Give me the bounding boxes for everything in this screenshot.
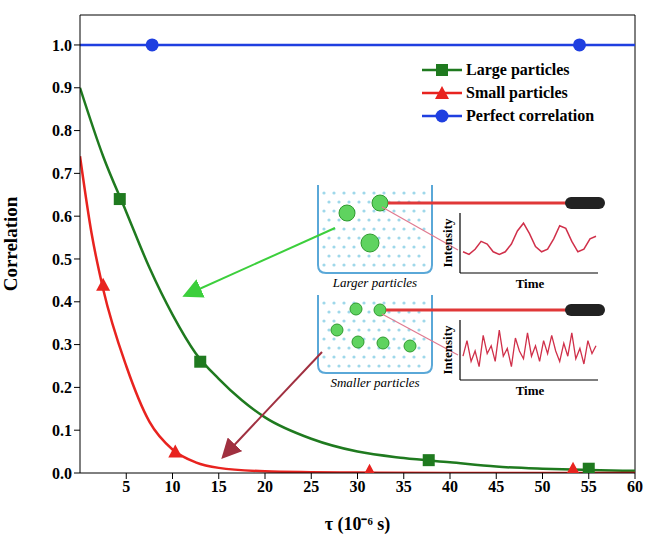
svg-text:55: 55 — [581, 478, 597, 495]
svg-text:Time: Time — [516, 276, 545, 291]
svg-text:0.2: 0.2 — [52, 379, 72, 396]
html-text:Perfect correlation: Perfect correlation — [466, 106, 595, 124]
svg-text:Time: Time — [516, 383, 545, 398]
svg-text:0.1: 0.1 — [52, 422, 72, 439]
svg-text:5: 5 — [122, 478, 130, 495]
svg-text:0.8: 0.8 — [52, 122, 72, 139]
svg-text:35: 35 — [396, 478, 412, 495]
svg-text:45: 45 — [488, 478, 504, 495]
svg-text:40: 40 — [442, 478, 458, 495]
svg-text:0.9: 0.9 — [52, 79, 72, 96]
svg-text:25: 25 — [303, 478, 319, 495]
svg-text:0.7: 0.7 — [52, 165, 72, 182]
html-text:Small particles: Small particles — [466, 83, 568, 101]
svg-text:30: 30 — [350, 478, 366, 495]
svg-text:0.0: 0.0 — [52, 465, 72, 482]
svg-text:Intensity: Intensity — [440, 218, 455, 268]
svg-text:60: 60 — [627, 478, 643, 495]
html-text:Large particles: Large particles — [466, 60, 570, 78]
svg-text:0.5: 0.5 — [52, 251, 72, 268]
svg-text:Smaller particles: Smaller particles — [330, 375, 419, 390]
svg-text:20: 20 — [257, 478, 273, 495]
svg-text:15: 15 — [211, 478, 227, 495]
svg-text:50: 50 — [535, 478, 551, 495]
svg-text:0.4: 0.4 — [52, 293, 72, 310]
svg-text:τ (10⁻⁶ s): τ (10⁻⁶ s) — [325, 514, 391, 535]
svg-text:0.3: 0.3 — [52, 336, 72, 353]
svg-text:10: 10 — [165, 478, 181, 495]
svg-text:Correlation: Correlation — [0, 196, 21, 291]
svg-text:0.6: 0.6 — [52, 208, 72, 225]
svg-text:1.0: 1.0 — [52, 37, 72, 54]
svg-text:Intensity: Intensity — [440, 325, 455, 375]
svg-text:Larger particles: Larger particles — [332, 275, 417, 290]
